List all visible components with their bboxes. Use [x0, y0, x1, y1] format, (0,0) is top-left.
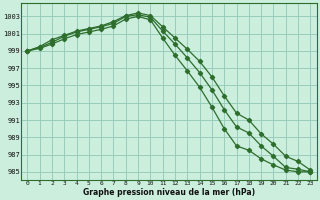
- X-axis label: Graphe pression niveau de la mer (hPa): Graphe pression niveau de la mer (hPa): [83, 188, 255, 197]
